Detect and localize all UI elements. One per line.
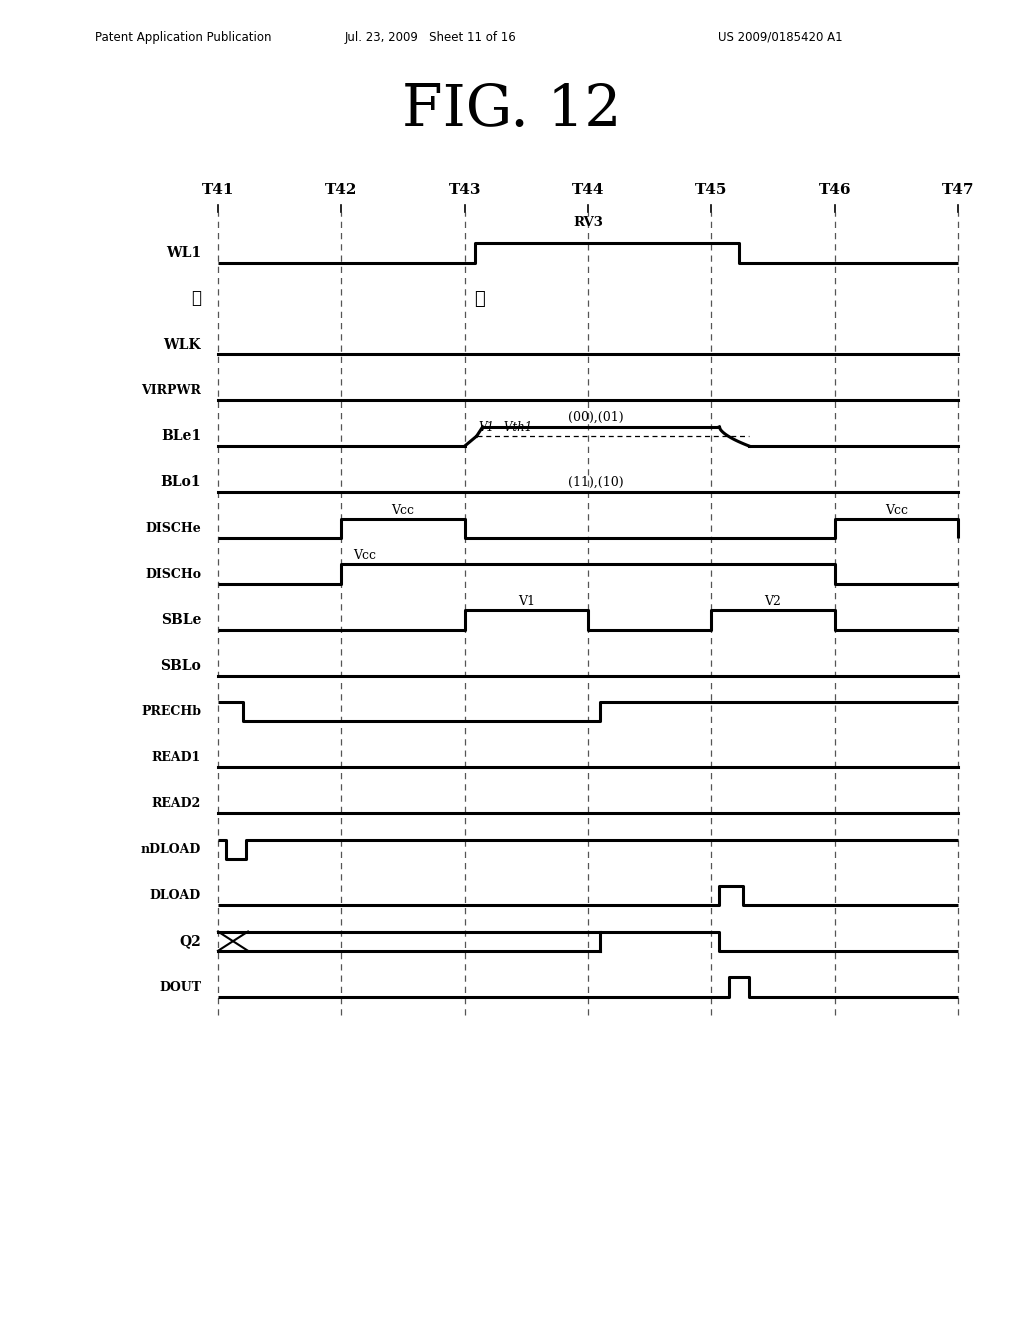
Text: US 2009/0185420 A1: US 2009/0185420 A1 xyxy=(718,30,843,44)
Text: WL1: WL1 xyxy=(166,246,201,260)
Text: Vcc: Vcc xyxy=(391,504,415,516)
Text: Vcc: Vcc xyxy=(353,549,377,562)
Text: ⋮: ⋮ xyxy=(191,290,201,308)
Text: SBLe: SBLe xyxy=(161,612,201,627)
Text: T41: T41 xyxy=(202,183,234,197)
Text: DLOAD: DLOAD xyxy=(150,888,201,902)
Text: T44: T44 xyxy=(571,183,604,197)
Text: BLo1: BLo1 xyxy=(161,475,201,490)
Text: T47: T47 xyxy=(942,183,974,197)
Text: SBLo: SBLo xyxy=(160,659,201,673)
Text: nDLOAD: nDLOAD xyxy=(140,843,201,855)
Text: DOUT: DOUT xyxy=(159,981,201,994)
Text: READ1: READ1 xyxy=(152,751,201,764)
Text: DISCHo: DISCHo xyxy=(145,568,201,581)
Text: FIG. 12: FIG. 12 xyxy=(402,82,622,139)
Text: PRECHb: PRECHb xyxy=(141,705,201,718)
Text: Patent Application Publication: Patent Application Publication xyxy=(95,30,271,44)
Text: V1: V1 xyxy=(518,595,535,609)
Text: T45: T45 xyxy=(695,183,727,197)
Text: V1−Vth1: V1−Vth1 xyxy=(478,421,532,434)
Text: VIRPWR: VIRPWR xyxy=(141,384,201,397)
Text: Q2: Q2 xyxy=(179,935,201,948)
Text: T43: T43 xyxy=(449,183,481,197)
Text: BLe1: BLe1 xyxy=(161,429,201,444)
Text: V2: V2 xyxy=(765,595,781,609)
Text: ⋮: ⋮ xyxy=(474,290,485,308)
Text: WLK: WLK xyxy=(164,338,201,351)
Text: Jul. 23, 2009   Sheet 11 of 16: Jul. 23, 2009 Sheet 11 of 16 xyxy=(344,30,516,44)
Text: DISCHe: DISCHe xyxy=(145,521,201,535)
Text: RV3: RV3 xyxy=(573,216,603,228)
Text: READ2: READ2 xyxy=(152,797,201,810)
Text: (11),(10): (11),(10) xyxy=(568,477,624,488)
Text: (00),(01): (00),(01) xyxy=(568,411,624,424)
Text: Vcc: Vcc xyxy=(885,504,908,516)
Text: T42: T42 xyxy=(326,183,357,197)
Text: T46: T46 xyxy=(818,183,851,197)
